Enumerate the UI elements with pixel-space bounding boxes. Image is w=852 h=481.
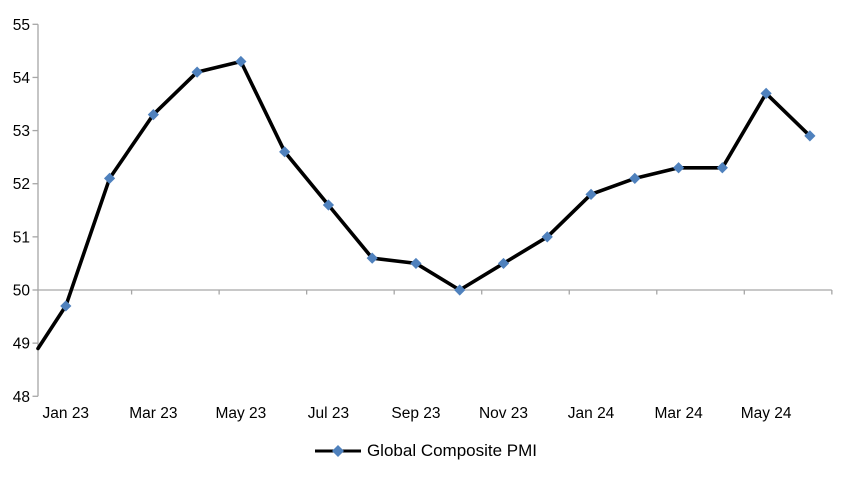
data-point-marker (541, 231, 553, 243)
legend: Global Composite PMI (0, 441, 852, 461)
data-point-marker (585, 188, 597, 200)
x-tick-label: May 24 (741, 405, 792, 422)
y-tick-label: 55 (13, 17, 30, 34)
y-tick-label: 52 (13, 176, 30, 193)
y-tick-label: 54 (13, 70, 31, 87)
data-point-marker (804, 130, 816, 142)
x-tick-label: Sep 23 (391, 405, 440, 422)
data-point-marker (322, 199, 335, 211)
x-tick-label: Nov 23 (479, 405, 528, 422)
data-point-marker (366, 252, 378, 264)
data-point-marker (60, 300, 72, 312)
data-point-marker (497, 257, 510, 270)
y-tick-label: 48 (13, 389, 30, 406)
legend-label: Global Composite PMI (366, 441, 538, 460)
y-tick-label: 49 (13, 336, 30, 353)
x-tick-label: Mar 23 (129, 405, 177, 422)
data-point-marker (235, 55, 247, 68)
x-tick-label: Jan 23 (43, 405, 90, 422)
y-tick-label: 50 (13, 283, 31, 300)
x-tick-label: Jul 23 (308, 405, 349, 422)
x-tick-label: Jan 24 (568, 405, 615, 422)
pmi-line (36, 59, 812, 351)
y-tick-label: 51 (13, 229, 30, 246)
legend-marker-icon (314, 445, 361, 457)
data-point-marker (629, 172, 641, 185)
data-point-marker (454, 284, 466, 296)
data-point-marker (410, 257, 422, 270)
data-point-marker (672, 162, 685, 174)
data-point-marker (279, 146, 291, 158)
y-tick-label: 53 (13, 123, 30, 140)
data-point-marker (103, 172, 116, 185)
data-point-marker (147, 109, 159, 121)
data-point-marker (191, 66, 203, 78)
data-point-marker (716, 162, 728, 174)
x-tick-label: May 23 (215, 405, 266, 422)
data-point-marker (760, 87, 772, 99)
x-tick-label: Mar 24 (654, 405, 703, 422)
legend-diamond-icon (331, 445, 344, 457)
